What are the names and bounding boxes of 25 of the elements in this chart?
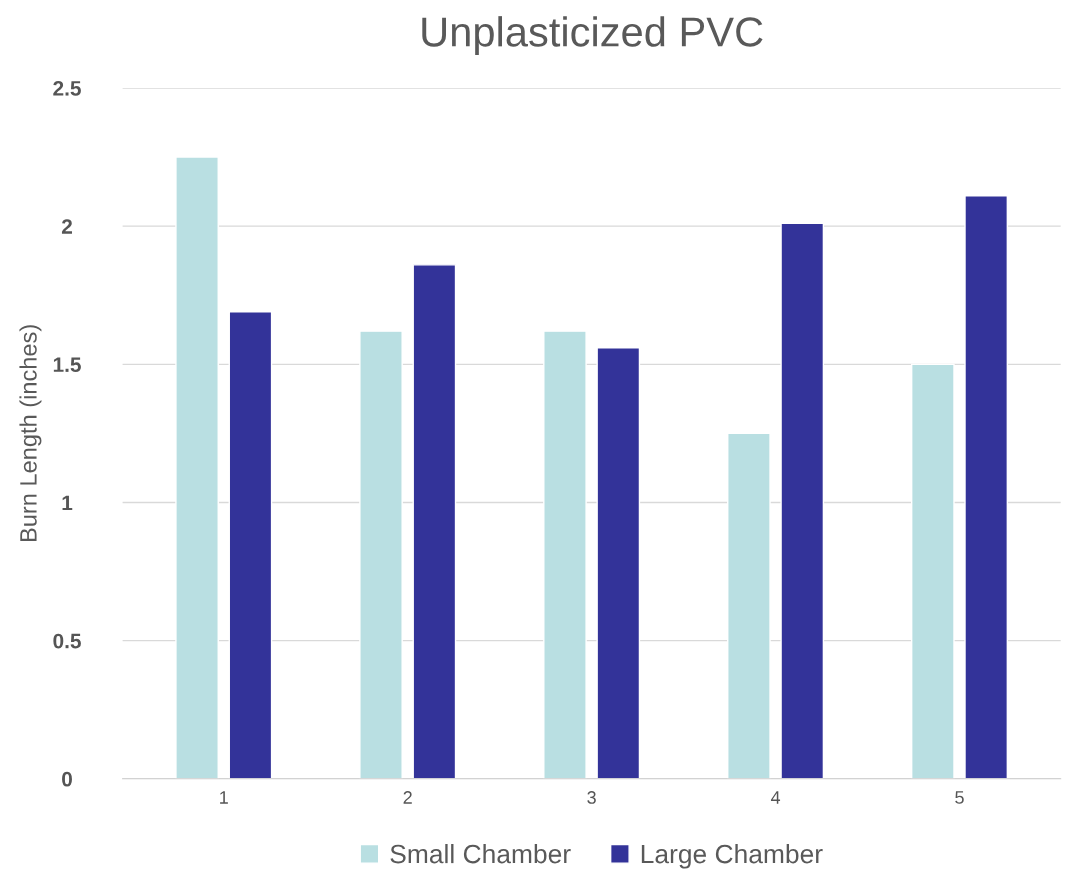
bar (412, 264, 457, 779)
x-tick-label: 4 (770, 791, 781, 804)
bar (780, 222, 825, 779)
bar (175, 156, 219, 779)
bar (543, 330, 587, 779)
bar (910, 363, 955, 779)
x-tick-label: 2 (403, 791, 412, 804)
bar (359, 330, 403, 779)
x-tick-label: 1 (220, 791, 228, 804)
y-tick-label: 1.5 (53, 357, 81, 373)
y-tick-label: 0.5 (53, 633, 81, 649)
x-tick-label: 3 (587, 791, 596, 804)
legend-label: Large Chamber (641, 844, 823, 869)
y-tick-label: 1 (62, 495, 73, 511)
y-tick-label: 2.5 (53, 81, 81, 96)
bar (228, 311, 273, 779)
legend-label: Small Chamber (390, 844, 571, 864)
chart-title: Unplasticized PVC (422, 16, 763, 55)
bar (964, 195, 1009, 779)
bar (727, 432, 771, 779)
y-axis-title: Burn Length (inches) (19, 325, 42, 542)
x-tick-label: 5 (955, 791, 964, 804)
y-tick-label: 0 (62, 771, 72, 787)
bar (596, 347, 641, 779)
y-tick-label: 2 (61, 219, 72, 234)
